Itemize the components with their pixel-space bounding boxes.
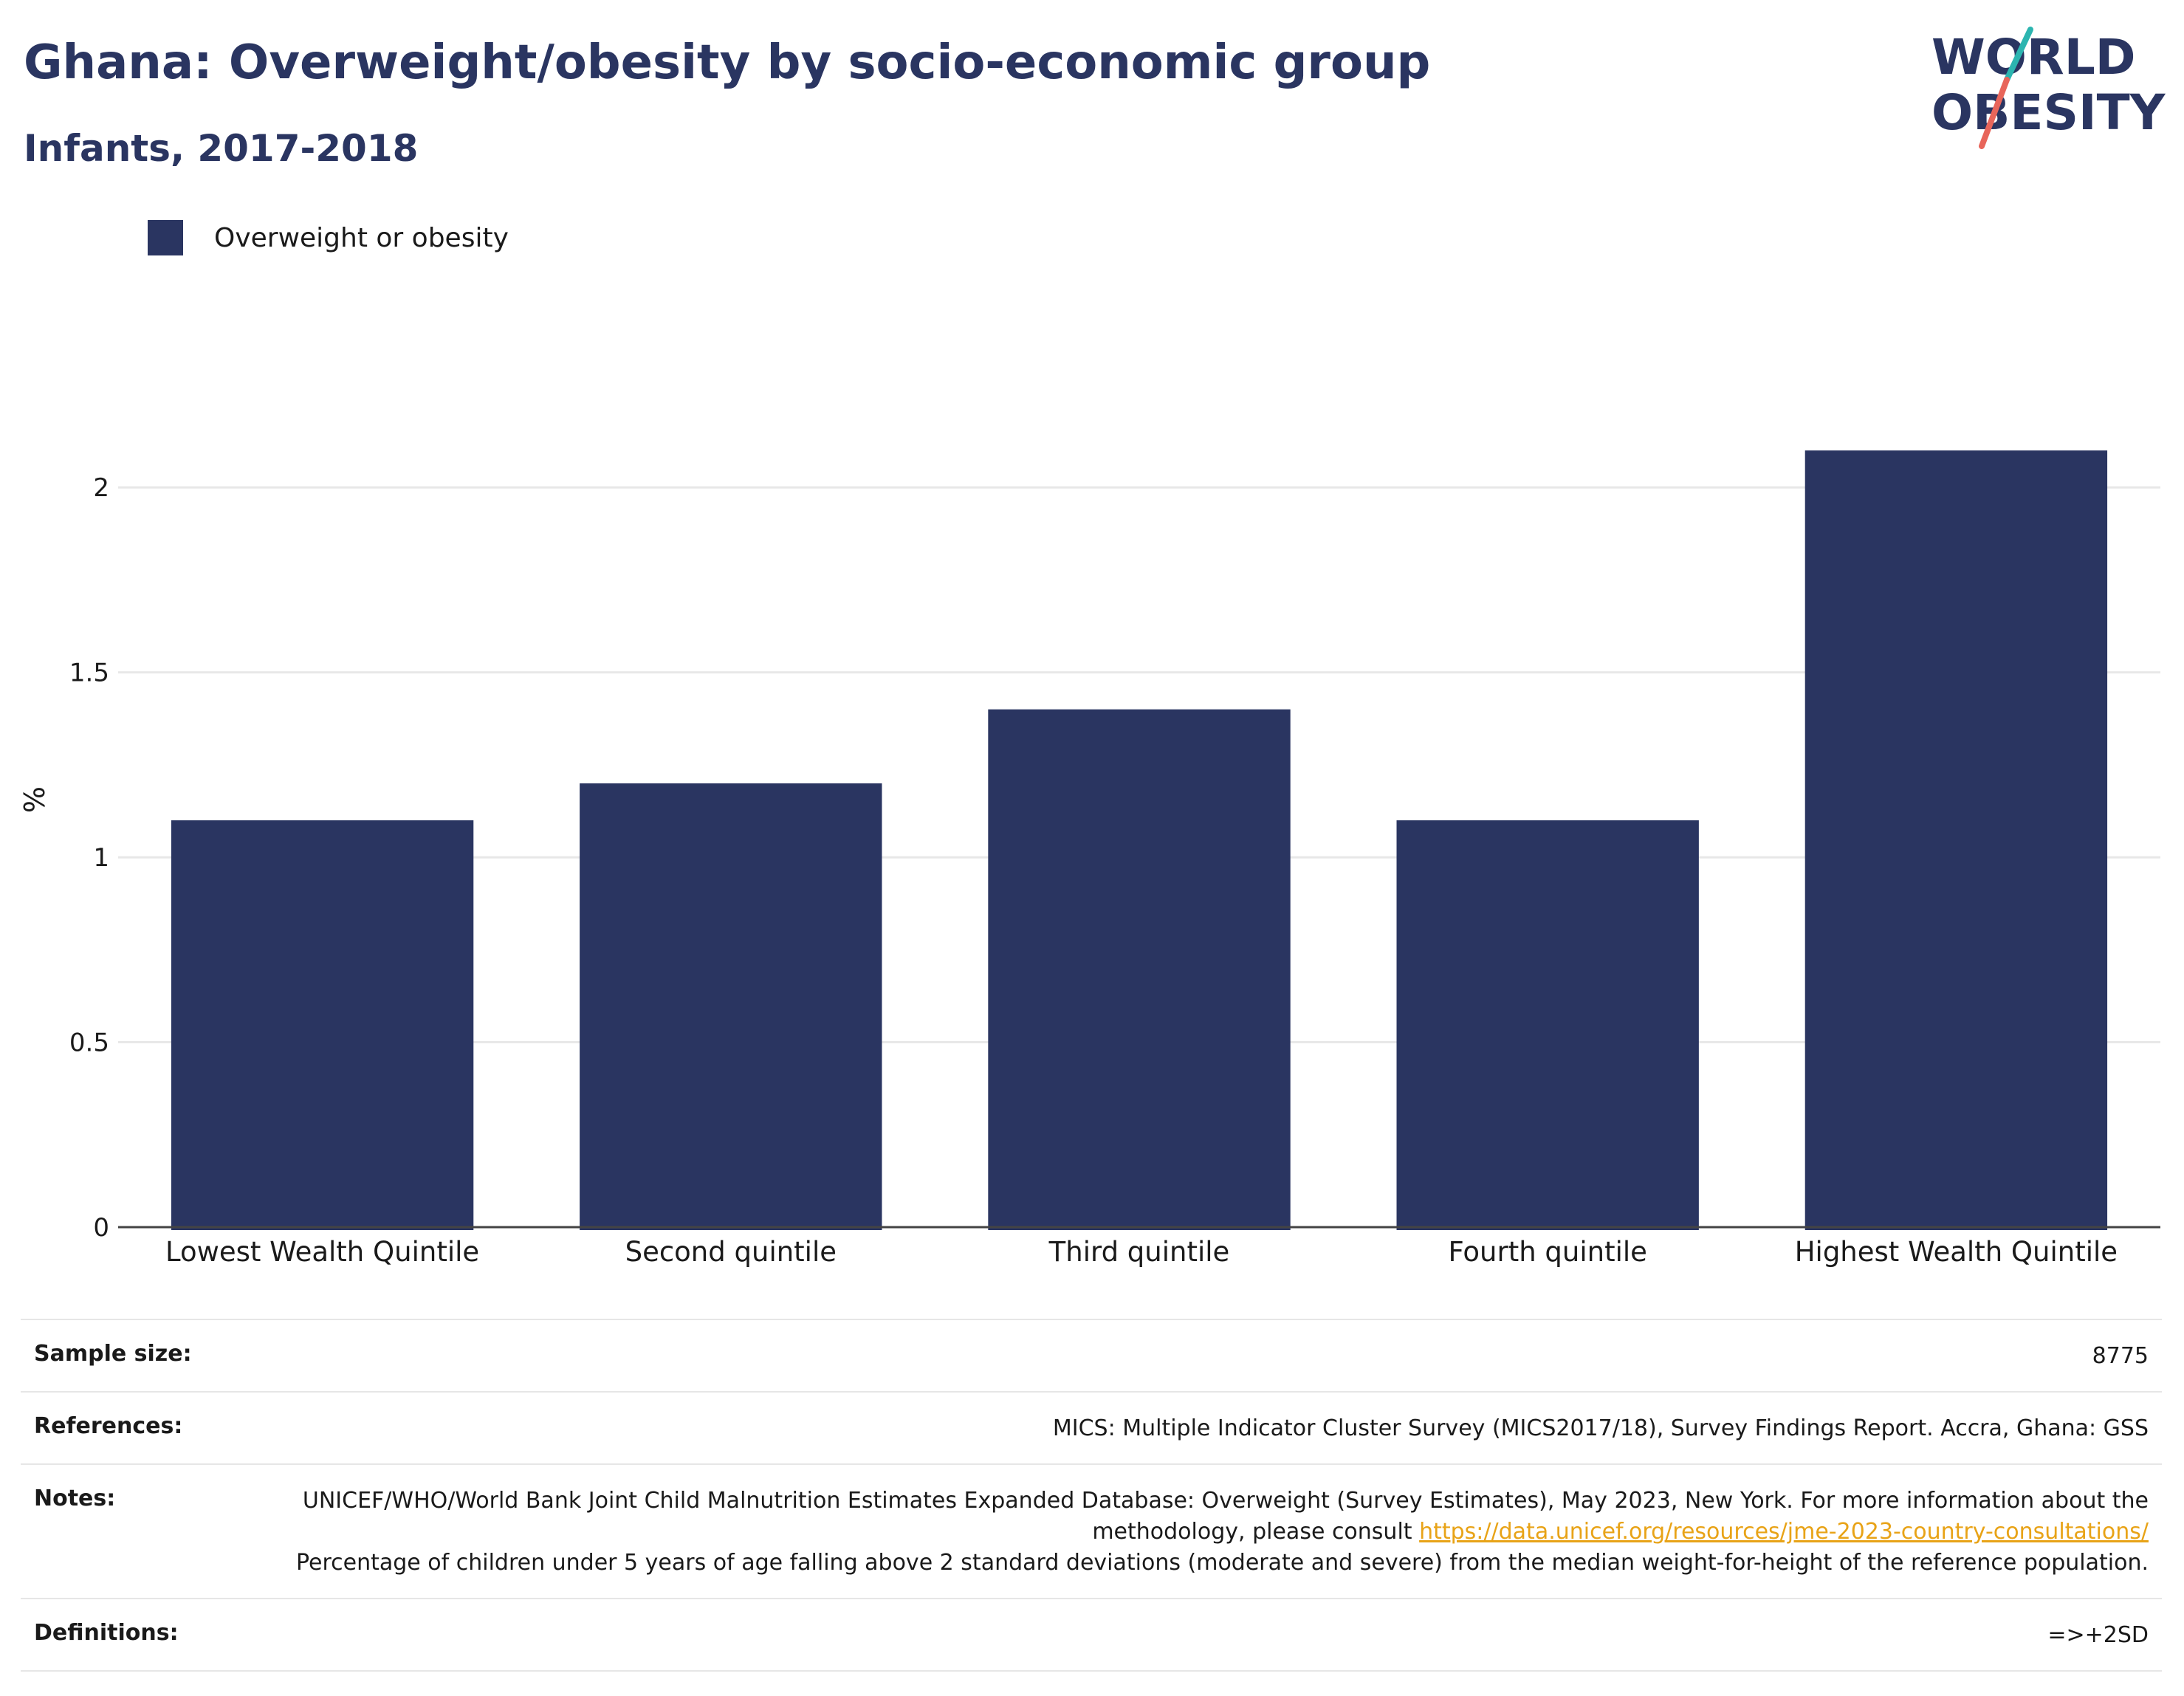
references-label: References: [34, 1413, 183, 1439]
notes-row: Notes: UNICEF/WHO/World Bank Joint Child… [21, 1463, 2162, 1598]
notes-label: Notes: [34, 1486, 116, 1511]
bars [171, 450, 2108, 1231]
bar-chart: 0 0.5 1 1.5 2 Lowest Wealth Quintile Second qu… [18, 450, 2160, 1268]
references-value: MICS: Multiple Indicator Cluster Survey … [1052, 1415, 2149, 1441]
notes-text-1: UNICEF/WHO/World Bank Joint Child Malnut… [302, 1488, 2149, 1545]
x-tick-label: Highest Wealth Quintile [1795, 1236, 2118, 1268]
y-tick-label: 1 [93, 843, 109, 873]
world-obesity-logo: WORLD OBESITY [1931, 27, 2166, 149]
notes-link[interactable]: https://data.unicef.org/resources/jme-20… [1419, 1519, 2149, 1545]
definitions-value: =>+2SD [2047, 1622, 2149, 1648]
x-tick-label: Second quintile [625, 1236, 837, 1268]
chart-title: Ghana: Overweight/obesity by socio-econo… [24, 35, 1431, 90]
x-tick-label: Fourth quintile [1448, 1236, 1646, 1268]
y-tick-label: 2 [93, 473, 109, 503]
sample-size-label: Sample size: [34, 1341, 192, 1367]
sample-size-value: 8775 [2092, 1343, 2149, 1369]
info-table: Sample size: 8775 References: MICS: Mult… [21, 1319, 2162, 1672]
legend-label: Overweight or obesity [214, 222, 509, 253]
legend-swatch [148, 220, 183, 255]
tick-labels: 0 0.5 1 1.5 2 Lowest Wealth Quintile Second qu… [69, 473, 2118, 1268]
chart-subtitle: Infants, 2017-2018 [24, 127, 419, 170]
bar [171, 820, 474, 1230]
references-row: References: MICS: Multiple Indicator Clu… [21, 1391, 2162, 1463]
legend[interactable]: Overweight or obesity [148, 219, 509, 257]
notes-text-2: Percentage of children under 5 years of … [295, 1550, 2149, 1576]
x-tick-label: Lowest Wealth Quintile [165, 1236, 479, 1268]
logo-slash-teal [2004, 27, 2033, 83]
sample-size-row: Sample size: 8775 [21, 1319, 2162, 1391]
logo-line-2: OBESITY [1931, 84, 2166, 141]
y-tick-label: 0.5 [69, 1029, 109, 1058]
y-tick-label: 1.5 [69, 659, 109, 688]
bar [1396, 820, 1699, 1230]
notes-value: UNICEF/WHO/World Bank Joint Child Malnut… [145, 1486, 2149, 1579]
bar [988, 709, 1291, 1230]
y-tick-label: 0 [93, 1213, 109, 1243]
definitions-row: Definitions: =>+2SD [21, 1598, 2162, 1672]
logo-slash-coral [1979, 77, 2010, 149]
y-axis-title: % [18, 786, 51, 813]
definitions-label: Definitions: [34, 1620, 179, 1646]
bar [580, 783, 882, 1230]
logo-line-1: WORLD [1931, 29, 2136, 86]
bar [1804, 450, 2108, 1231]
x-tick-label: Third quintile [1048, 1236, 1230, 1268]
